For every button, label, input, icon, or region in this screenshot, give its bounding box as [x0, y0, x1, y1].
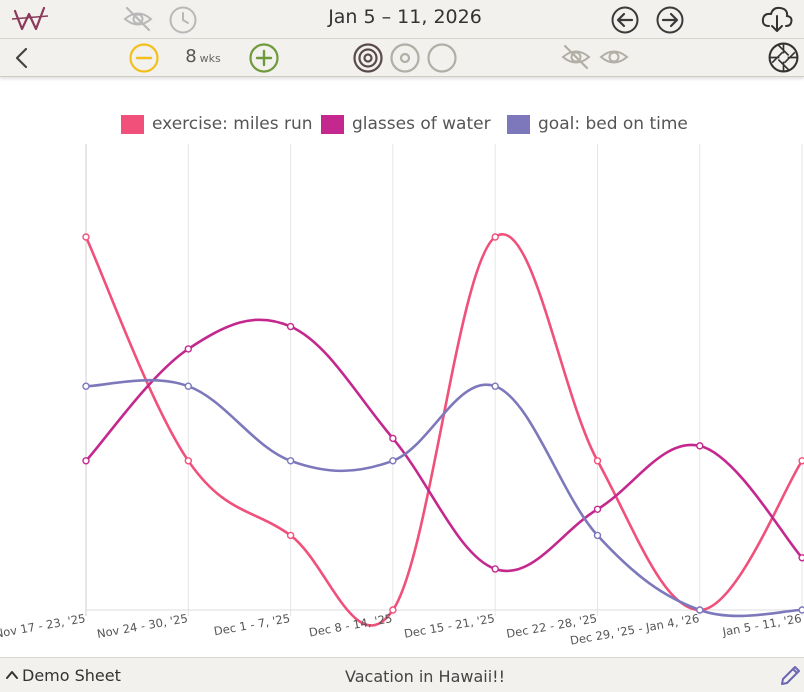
legend-swatch	[121, 114, 144, 134]
legend-item-water[interactable]: glasses of water	[321, 112, 491, 136]
w-logo-icon[interactable]	[12, 5, 48, 33]
data-point[interactable]	[491, 565, 499, 573]
data-point[interactable]	[389, 606, 397, 614]
data-point[interactable]	[798, 606, 804, 614]
legend-item-goal[interactable]: goal: bed on time	[507, 112, 688, 136]
data-point[interactable]	[184, 457, 193, 465]
previous-week-button[interactable]	[610, 5, 640, 35]
pencil-icon[interactable]	[778, 664, 802, 688]
data-point[interactable]	[286, 531, 295, 540]
cloud-download-icon[interactable]	[760, 4, 794, 34]
data-point[interactable]	[82, 382, 90, 390]
next-week-button[interactable]	[655, 5, 685, 35]
data-point[interactable]	[593, 505, 602, 513]
eye-slash-icon[interactable]	[560, 43, 592, 71]
data-point[interactable]	[593, 457, 602, 465]
circle-icon[interactable]	[426, 42, 458, 74]
zoom-out-button[interactable]	[128, 42, 160, 74]
data-point[interactable]	[491, 382, 499, 390]
data-point[interactable]	[491, 233, 499, 241]
chart-toolbar: 8 wks	[0, 39, 804, 77]
data-point[interactable]	[286, 457, 295, 465]
eye-slash-icon[interactable]	[122, 5, 154, 33]
x-tick-label: Dec 15 - 21, '25	[403, 611, 496, 641]
week-note: Vacation in Hawaii!!	[345, 667, 505, 686]
data-point[interactable]	[389, 457, 397, 465]
data-point[interactable]	[593, 531, 602, 540]
sheet-selector[interactable]: Demo Sheet	[22, 666, 121, 685]
x-tick-label: Nov 17 - 23, '25	[0, 611, 87, 641]
x-tick-label: Dec 1 - 7, '25	[213, 611, 291, 638]
legend-swatch	[507, 114, 530, 134]
legend-swatch	[321, 114, 344, 134]
data-point[interactable]	[184, 382, 193, 390]
series-line-1	[84, 318, 804, 573]
data-point[interactable]	[798, 457, 804, 465]
zoom-in-button[interactable]	[248, 42, 280, 74]
top-toolbar: Jan 5 – 11, 2026	[0, 0, 804, 39]
circle-dot-icon[interactable]	[389, 42, 421, 74]
data-point[interactable]	[696, 442, 704, 450]
legend-label: exercise: miles run	[152, 114, 313, 134]
page-title: Jan 5 – 11, 2026	[328, 6, 482, 28]
data-point[interactable]	[696, 606, 704, 614]
aperture-icon[interactable]	[767, 41, 800, 74]
eye-icon[interactable]	[598, 43, 630, 71]
data-point[interactable]	[82, 457, 90, 465]
chevron-left-icon[interactable]	[12, 47, 32, 69]
clock-icon[interactable]	[168, 5, 198, 35]
data-point[interactable]	[389, 434, 397, 443]
target-icon[interactable]	[352, 42, 384, 74]
data-point[interactable]	[286, 322, 295, 331]
footer-bar: Demo Sheet Vacation in Hawaii!!	[0, 657, 804, 692]
chart-legend: exercise: miles run glasses of water goa…	[0, 112, 804, 136]
x-tick-label: Nov 24 - 30, '25	[96, 611, 189, 641]
weeks-count: 8 wks	[185, 46, 221, 67]
data-point[interactable]	[798, 554, 804, 562]
line-chart: Nov 17 - 23, '25 Nov 24 - 30, '25 Dec 1 - …	[0, 144, 804, 648]
legend-label: goal: bed on time	[538, 114, 688, 134]
legend-item-exercise[interactable]: exercise: miles run	[121, 112, 313, 136]
chevron-up-icon[interactable]	[5, 669, 19, 681]
data-point[interactable]	[82, 233, 90, 241]
legend-label: glasses of water	[352, 114, 491, 134]
series-line-2	[84, 378, 804, 618]
data-point[interactable]	[184, 345, 193, 353]
series-line-0	[84, 233, 804, 627]
